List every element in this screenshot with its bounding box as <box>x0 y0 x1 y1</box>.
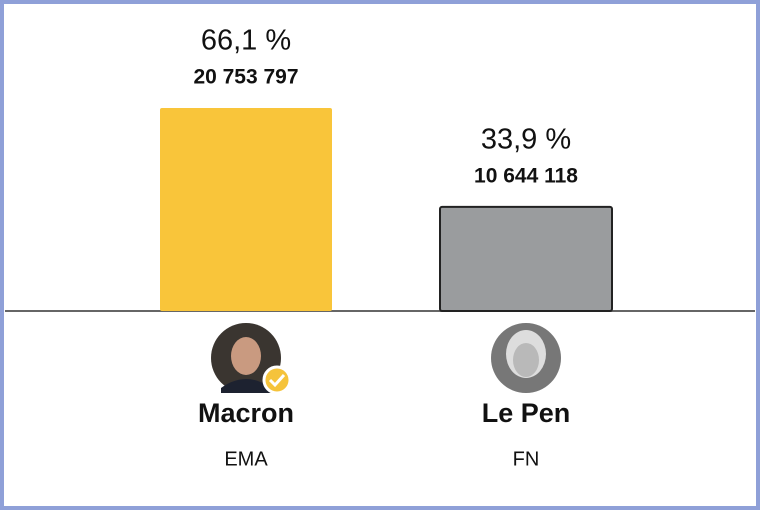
candidate-name: Macron <box>198 398 294 428</box>
vote-count: 10 644 118 <box>474 164 578 187</box>
avatar-macron <box>211 323 292 395</box>
candidate-name: Le Pen <box>482 398 571 428</box>
value-label: 33,9 % <box>481 124 571 156</box>
value-label: 66,1 % <box>201 25 291 57</box>
bar <box>439 205 613 312</box>
avatar-lepen <box>491 323 561 393</box>
bar <box>160 108 332 311</box>
vote-count: 20 753 797 <box>193 66 298 89</box>
party-label: EMA <box>224 448 268 470</box>
party-label: FN <box>513 448 540 470</box>
